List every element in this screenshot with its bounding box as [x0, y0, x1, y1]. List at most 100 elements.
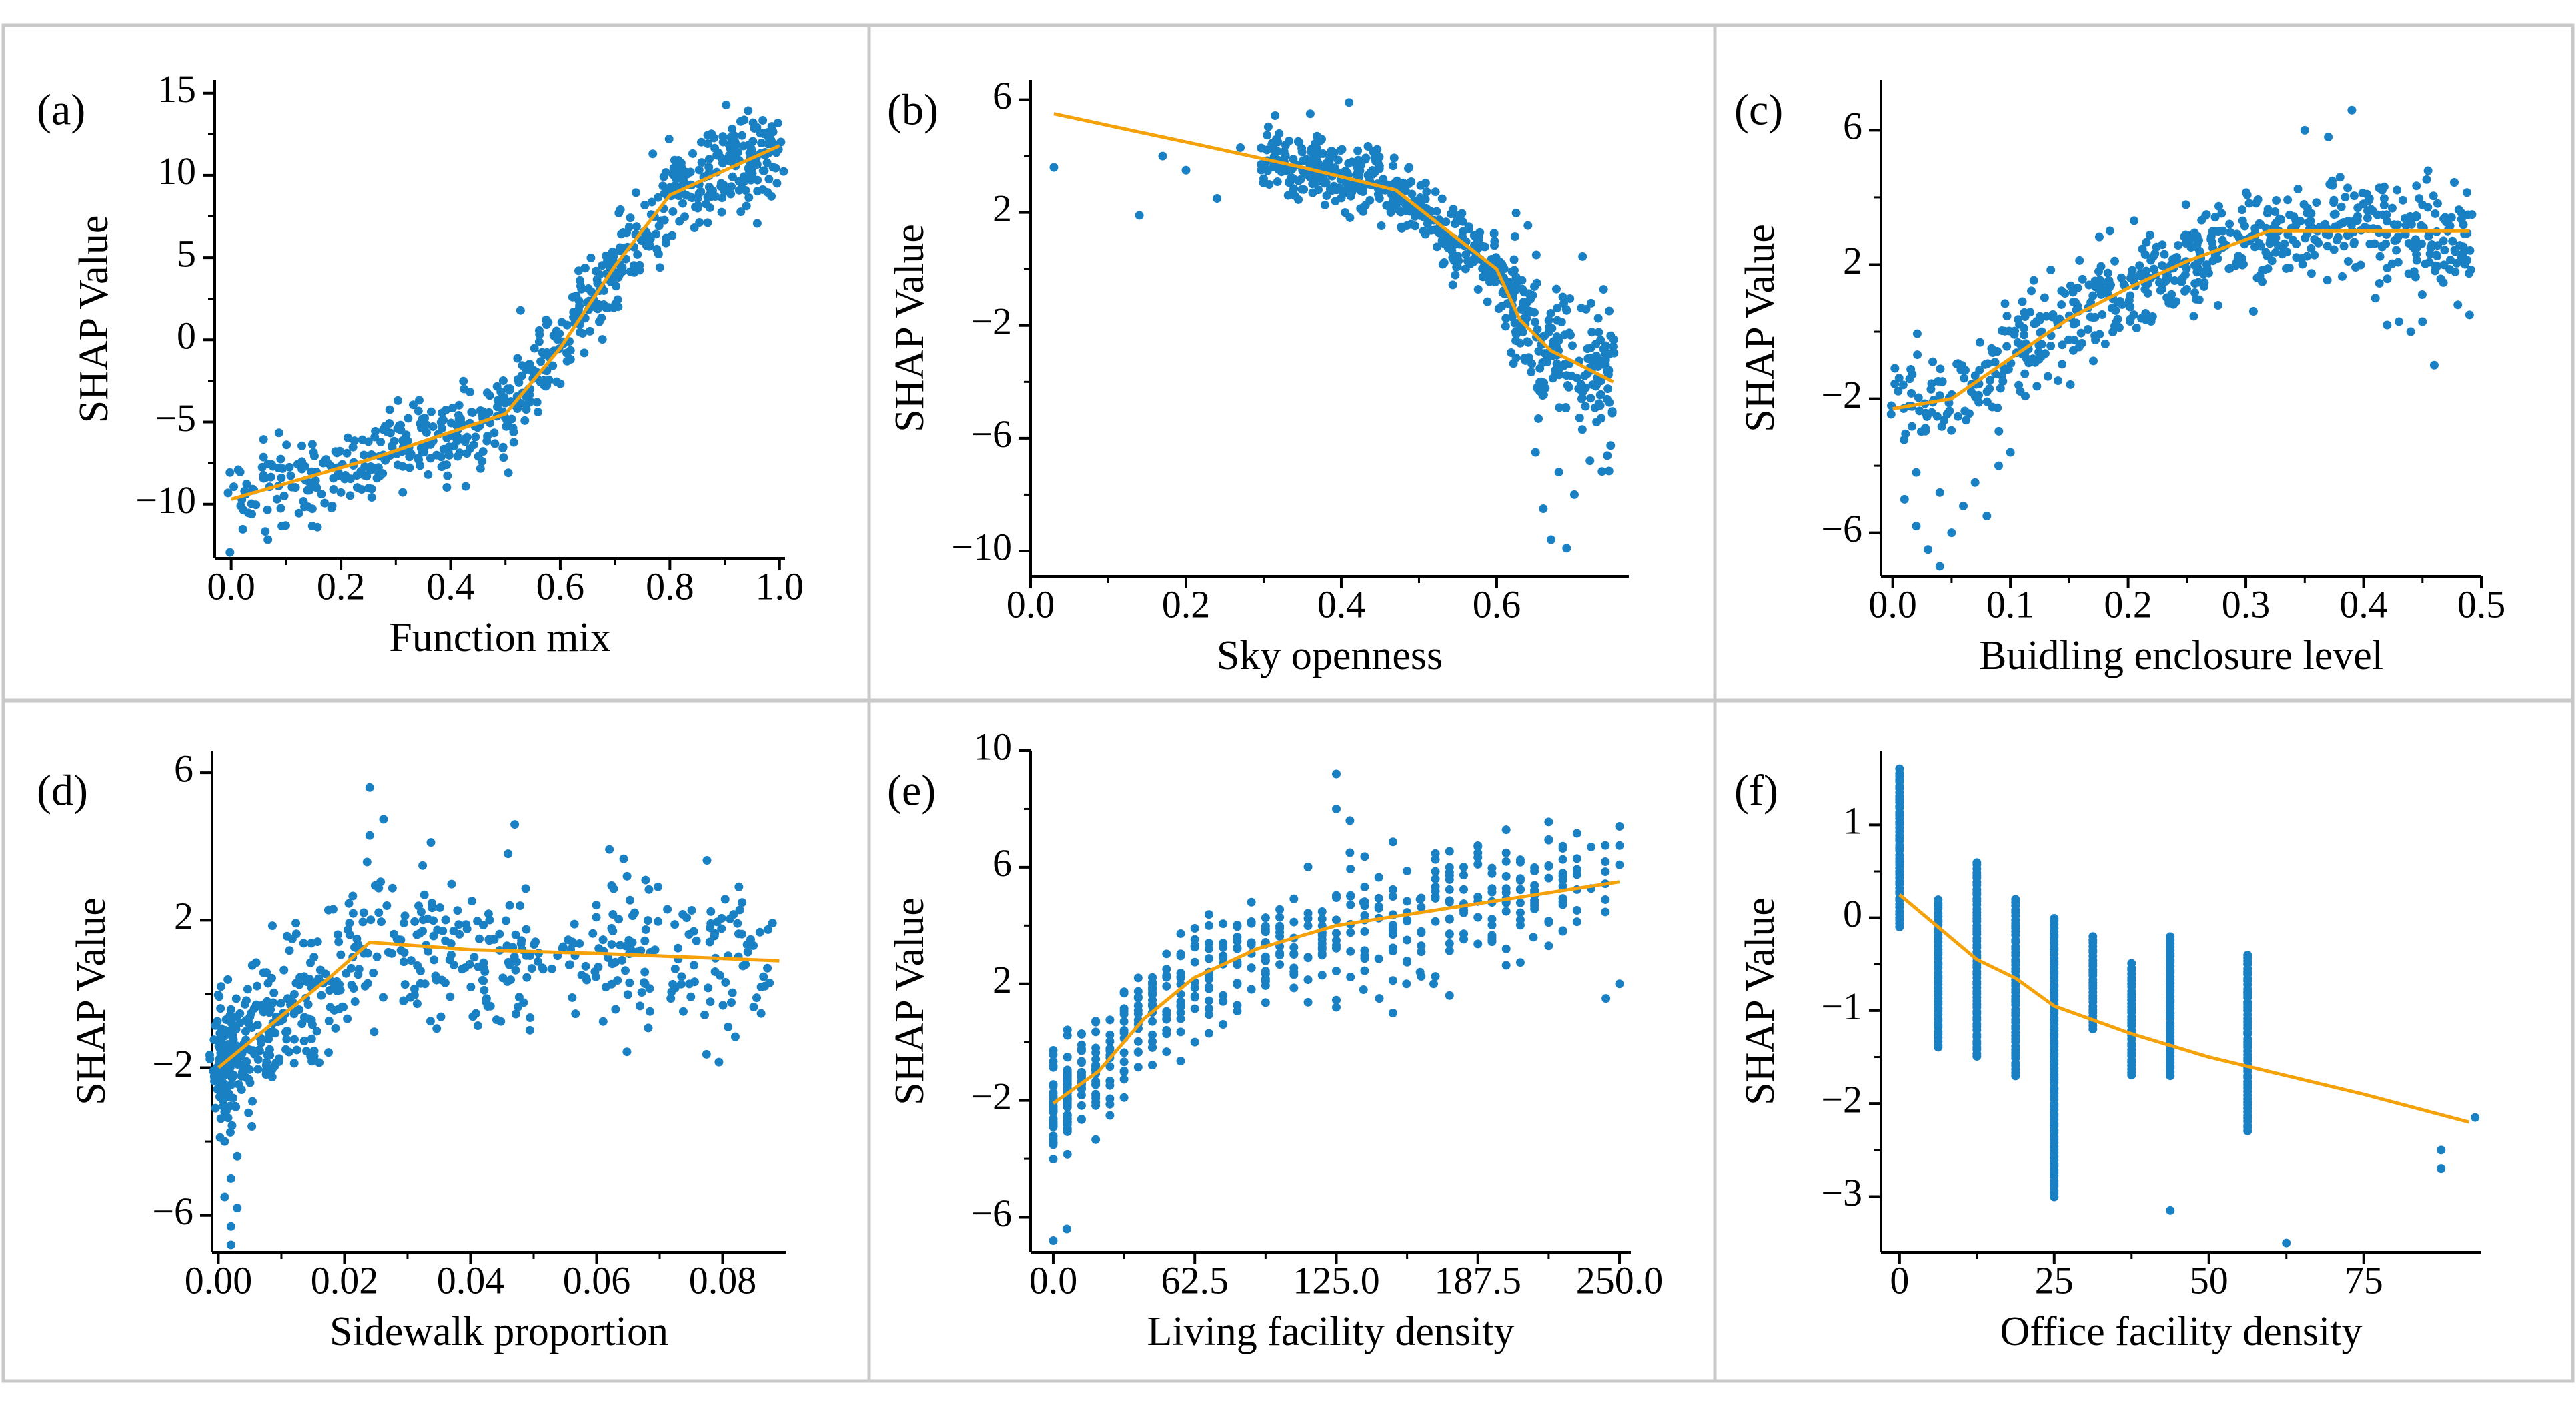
scatter-point	[1431, 917, 1440, 926]
scatter-point	[2335, 219, 2345, 229]
scatter-point	[1176, 951, 1185, 961]
x-tick-label: 0.3	[2222, 582, 2271, 626]
scatter-point	[1908, 370, 1917, 379]
scatter-point	[741, 185, 750, 195]
scatter-point	[2046, 265, 2056, 274]
scatter-point	[1353, 146, 1363, 155]
scatter-point	[483, 1002, 492, 1011]
scatter-point	[1388, 976, 1397, 985]
scatter-point	[1577, 425, 1587, 434]
scatter-point	[1119, 1048, 1129, 1057]
scatter-point	[324, 1016, 334, 1025]
scatter-point	[231, 1057, 241, 1067]
scatter-point	[623, 990, 632, 999]
scatter-point	[442, 482, 452, 492]
scatter-point	[432, 1024, 442, 1033]
scatter-point	[374, 883, 384, 893]
scatter-point	[2098, 310, 2107, 320]
scatter-point	[224, 1047, 233, 1057]
scatter-point	[576, 282, 586, 291]
scatter-point	[2460, 260, 2469, 269]
scatter-point	[503, 418, 512, 428]
scatter-point	[2077, 338, 2086, 348]
scatter-point	[1586, 394, 1595, 403]
scatter-point	[1265, 180, 1274, 189]
scatter-point	[2166, 1206, 2175, 1215]
scatter-point	[264, 1005, 273, 1015]
scatter-point	[426, 440, 435, 449]
scatter-point	[1105, 1030, 1115, 1039]
panel-frame	[1713, 698, 2575, 1383]
scatter-point	[370, 432, 380, 442]
scatter-point	[618, 267, 627, 276]
scatter-point	[2393, 258, 2403, 267]
scatter-point	[697, 158, 706, 167]
scatter-point	[678, 1007, 688, 1016]
scatter-point	[580, 264, 590, 273]
scatter-point	[2379, 182, 2389, 191]
scatter-point	[1431, 972, 1440, 981]
scatter-point	[225, 1101, 235, 1111]
scatter-point	[389, 929, 398, 939]
scatter-point	[1540, 331, 1549, 340]
scatter-point	[1356, 186, 1365, 195]
scatter-point	[1311, 139, 1320, 148]
scatter-point	[216, 1004, 225, 1013]
scatter-point	[750, 124, 759, 133]
scatter-point	[1049, 1155, 1058, 1164]
scatter-point	[1539, 504, 1548, 514]
scatter-point	[1429, 979, 1439, 989]
scatter-point	[1952, 360, 1962, 369]
scatter-point	[1105, 1037, 1115, 1046]
panel-letter: (a)	[37, 85, 85, 134]
scatter-point	[345, 930, 354, 939]
scatter-point	[2392, 246, 2401, 255]
scatter-point	[336, 488, 346, 497]
scatter-point	[1990, 358, 2000, 367]
scatter-point	[1049, 1140, 1058, 1149]
scatter-point	[509, 438, 518, 447]
scatter-point	[1356, 204, 1365, 213]
scatter-point	[1275, 951, 1285, 960]
scatter-point	[1133, 993, 1143, 1002]
scatter-point	[449, 927, 458, 936]
scatter-point	[742, 201, 751, 211]
scatter-point	[1162, 981, 1171, 991]
scatter-point	[1605, 398, 1614, 407]
scatter-point	[1461, 264, 1470, 274]
scatter-point	[604, 303, 614, 312]
scatter-point	[2283, 195, 2293, 205]
scatter-point	[470, 953, 479, 962]
scatter-point	[665, 183, 674, 192]
scatter-point	[291, 919, 301, 928]
scatter-point	[2006, 448, 2015, 457]
scatter-point	[1329, 148, 1339, 157]
scatter-point	[1926, 384, 1936, 394]
scatter-point	[2440, 246, 2449, 255]
scatter-point	[717, 924, 726, 933]
scatter-point	[1510, 232, 1519, 242]
scatter-point	[2111, 306, 2120, 315]
scatter-point	[2190, 288, 2200, 297]
scatter-point	[1601, 907, 1610, 917]
scatter-point	[1374, 903, 1383, 913]
scatter-point	[541, 382, 550, 391]
scatter-point	[714, 1057, 724, 1067]
scatter-point	[1575, 413, 1584, 422]
scatter-point	[237, 1085, 246, 1095]
scatter-point	[1431, 849, 1440, 858]
scatter-point	[632, 188, 641, 197]
scatter-point	[598, 335, 607, 344]
scatter-point	[574, 266, 583, 276]
scatter-point	[367, 493, 376, 502]
scatter-point	[704, 163, 714, 172]
scatter-point	[1077, 1058, 1086, 1067]
scatter-point	[556, 379, 565, 388]
scatter-point	[382, 901, 392, 911]
scatter-point	[324, 1048, 333, 1057]
chart-panel-d: (d) −6 −2 2 6 0.00 0.02 0.04 0.06 0.08 Sidewalk pr…	[1, 698, 871, 1383]
scatter-point	[1461, 250, 1471, 259]
scatter-point	[1515, 857, 1525, 867]
scatter-point	[402, 430, 411, 440]
scatter-point	[1445, 847, 1454, 856]
